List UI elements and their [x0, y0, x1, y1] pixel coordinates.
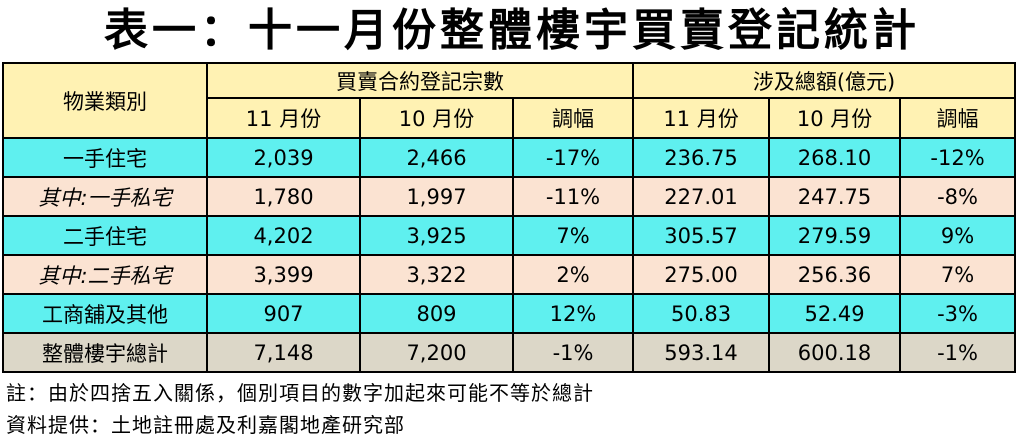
- table-row: 二手住宅 4,202 3,925 7% 305.57 279.59 9%: [2, 215, 1017, 256]
- header-oct-count: 10 月份: [359, 97, 514, 139]
- header-oct-value: 10 月份: [768, 97, 902, 139]
- row-label: 工商舖及其他: [2, 293, 208, 334]
- cell-value-change: -3%: [899, 293, 1017, 334]
- row-label: 一手住宅: [2, 137, 208, 178]
- header-category: 物業類別: [2, 62, 208, 139]
- cell-nov-value: 593.14: [632, 332, 771, 373]
- cell-count-change: 12%: [511, 293, 635, 334]
- cell-count-change: -17%: [511, 137, 635, 178]
- cell-nov-count: 1,780: [206, 176, 361, 217]
- cell-value-change: 7%: [899, 254, 1017, 295]
- header-group-value: 涉及總額(億元): [632, 62, 1017, 99]
- cell-nov-value: 305.57: [632, 215, 771, 256]
- table-row: 整體樓宇總計 7,148 7,200 -1% 593.14 600.18 -1%: [2, 332, 1017, 373]
- statistics-table: 物業類別 買賣合約登記宗數 涉及總額(億元) 11 月份 10 月份 調幅 11…: [2, 62, 1017, 373]
- cell-oct-value: 52.49: [768, 293, 902, 334]
- table-row: 其中:一手私宅 1,780 1,997 -11% 227.01 247.75 -…: [2, 176, 1017, 217]
- cell-nov-count: 2,039: [206, 137, 361, 178]
- cell-value-change: -8%: [899, 176, 1017, 217]
- cell-count-change: 7%: [511, 215, 635, 256]
- footnote-rounding: 註：由於四捨五入關係，個別項目的數字加起來可能不等於總計: [6, 381, 594, 405]
- cell-count-change: 2%: [511, 254, 635, 295]
- cell-nov-count: 7,148: [206, 332, 361, 373]
- table-title: 表一：十一月份整體樓宇買賣登記統計: [104, 5, 920, 56]
- table-row: 其中:二手私宅 3,399 3,322 2% 275.00 256.36 7%: [2, 254, 1017, 295]
- cell-oct-value: 256.36: [768, 254, 902, 295]
- header-group-count: 買賣合約登記宗數: [205, 62, 635, 99]
- cell-oct-count: 809: [359, 293, 514, 334]
- cell-count-change: -1%: [511, 332, 635, 373]
- cell-count-change: -11%: [511, 176, 635, 217]
- cell-oct-count: 3,322: [359, 254, 514, 295]
- cell-oct-value: 268.10: [768, 137, 902, 178]
- header-nov-value: 11 月份: [632, 97, 771, 139]
- header-count-change: 調幅: [511, 97, 635, 139]
- row-label: 整體樓宇總計: [2, 332, 208, 373]
- cell-oct-count: 1,997: [359, 176, 514, 217]
- cell-nov-value: 275.00: [632, 254, 771, 295]
- cell-nov-count: 907: [206, 293, 361, 334]
- cell-oct-count: 2,466: [359, 137, 514, 178]
- cell-oct-value: 247.75: [768, 176, 902, 217]
- cell-oct-count: 7,200: [359, 332, 514, 373]
- cell-nov-value: 50.83: [632, 293, 771, 334]
- cell-oct-count: 3,925: [359, 215, 514, 256]
- footnote-source: 資料提供：土地註冊處及利嘉閣地產研究部: [6, 413, 405, 437]
- header-nov-count: 11 月份: [206, 97, 361, 139]
- cell-nov-count: 3,399: [206, 254, 361, 295]
- table-row: 一手住宅 2,039 2,466 -17% 236.75 268.10 -12%: [2, 137, 1017, 178]
- cell-nov-count: 4,202: [206, 215, 361, 256]
- table-row: 工商舖及其他 907 809 12% 50.83 52.49 -3%: [2, 293, 1017, 334]
- cell-oct-value: 279.59: [768, 215, 902, 256]
- cell-oct-value: 600.18: [768, 332, 902, 373]
- cell-nov-value: 227.01: [632, 176, 771, 217]
- cell-value-change: -12%: [899, 137, 1017, 178]
- cell-value-change: -1%: [899, 332, 1017, 373]
- cell-nov-value: 236.75: [632, 137, 771, 178]
- header-value-change: 調幅: [899, 97, 1017, 139]
- cell-value-change: 9%: [899, 215, 1017, 256]
- row-label: 其中:二手私宅: [2, 254, 208, 295]
- row-label: 二手住宅: [2, 215, 208, 256]
- row-label: 其中:一手私宅: [2, 176, 208, 217]
